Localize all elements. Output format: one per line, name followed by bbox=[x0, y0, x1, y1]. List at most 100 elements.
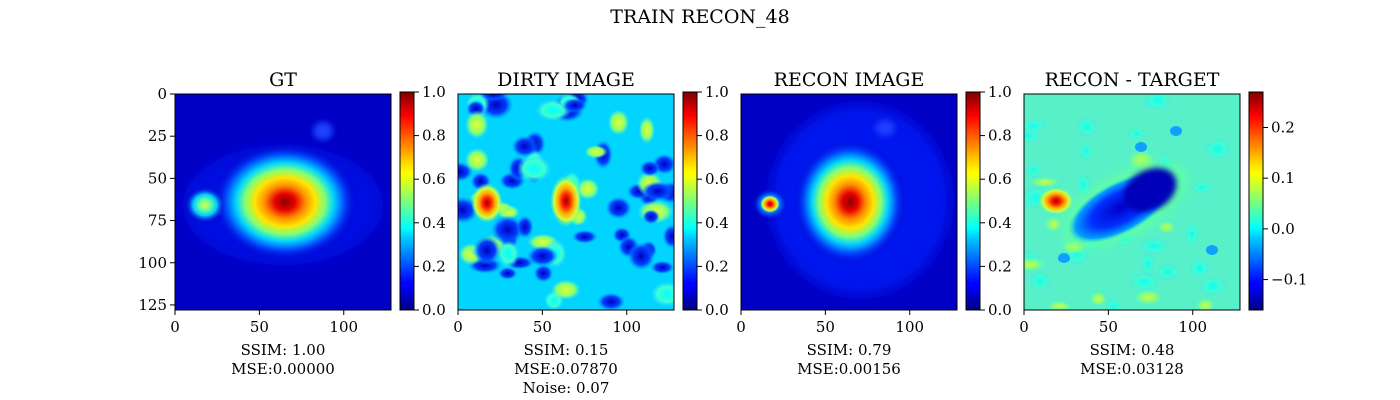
y-tick-label: 25 bbox=[148, 127, 167, 145]
residual-spot bbox=[1206, 245, 1218, 255]
x-axis: 0 50 100 bbox=[170, 310, 358, 336]
noise-blob bbox=[650, 260, 674, 275]
noise-blob bbox=[562, 97, 588, 113]
x-axis: 0 50 100 bbox=[736, 310, 924, 336]
noise-blob bbox=[662, 224, 674, 249]
noise-blob bbox=[479, 94, 508, 101]
x-tick-label: 100 bbox=[1178, 318, 1207, 336]
noise-blob bbox=[473, 235, 501, 266]
noise-blob bbox=[516, 155, 552, 183]
noise-blob bbox=[533, 264, 554, 283]
residual-blob bbox=[1184, 222, 1200, 246]
x-tick-label: 100 bbox=[329, 318, 358, 336]
caption-line: MSE:0.03128 bbox=[1080, 360, 1184, 378]
noise-blob bbox=[607, 109, 630, 136]
colorbar-tick-label: 0.2 bbox=[705, 257, 729, 275]
colorbar: −0.1 0.0 0.1 0.2 bbox=[1248, 91, 1307, 311]
caption-line: SSIM: 0.48 bbox=[1090, 341, 1175, 359]
noise-blob bbox=[641, 181, 674, 202]
residual-blob bbox=[1047, 300, 1071, 310]
noise-blob bbox=[627, 242, 655, 271]
residual-blob bbox=[1189, 256, 1210, 280]
residual-spot bbox=[1135, 142, 1147, 152]
y-tick-label: 0 bbox=[157, 85, 167, 103]
heatmap-image bbox=[741, 94, 957, 310]
colorbar-gradient bbox=[965, 91, 981, 311]
noise-blob bbox=[642, 209, 660, 225]
panel-recon-image: RECON IMAGE 0 50 100 0.0 0.2 0.4 0.6 0.8 1.0 SS… bbox=[736, 69, 1012, 378]
noise-blob bbox=[550, 279, 581, 300]
x-tick-label: 50 bbox=[1099, 318, 1118, 336]
colorbar-tick-label: 0.2 bbox=[988, 257, 1012, 275]
x-axis: 0 50 100 bbox=[1019, 310, 1207, 336]
colorbar-tick-label: 0.0 bbox=[1271, 220, 1295, 238]
colorbar-tick-label: 0.6 bbox=[705, 170, 729, 188]
residual-spot bbox=[1058, 253, 1070, 263]
colorbar-tick-label: 1.0 bbox=[705, 83, 729, 101]
residual-blob bbox=[1078, 141, 1094, 161]
x-tick-label: 0 bbox=[736, 318, 746, 336]
colorbar-tick-label: 0.0 bbox=[988, 301, 1012, 319]
y-tick-label: 50 bbox=[148, 169, 167, 187]
residual-blob bbox=[1145, 94, 1171, 112]
heatmap-image bbox=[458, 94, 674, 310]
noise-blob bbox=[464, 147, 490, 172]
colorbar-tick-label: 0.2 bbox=[1271, 118, 1295, 136]
figure-title: TRAIN RECON_48 bbox=[610, 6, 789, 28]
caption-line: MSE:0.00000 bbox=[231, 360, 335, 378]
residual-blob bbox=[1129, 272, 1160, 292]
colorbar-tick-label: 0.8 bbox=[705, 127, 729, 145]
noise-blob bbox=[639, 160, 661, 177]
x-tick-label: 100 bbox=[895, 318, 924, 336]
residual-blob bbox=[1156, 263, 1180, 281]
colorbar-tick-label: 1.0 bbox=[422, 83, 446, 101]
colorbar-tick-label: 0.4 bbox=[988, 214, 1012, 232]
panel-title: RECON - TARGET bbox=[1045, 69, 1220, 91]
residual-blob bbox=[1075, 116, 1098, 137]
caption-line: SSIM: 0.79 bbox=[807, 341, 892, 359]
heatmap-image bbox=[1024, 94, 1240, 310]
colorbar-tick-label: 0.6 bbox=[422, 170, 446, 188]
y-axis: 0 25 50 75 100 125 bbox=[138, 85, 175, 314]
y-tick-label: 100 bbox=[138, 254, 167, 272]
residual-blob bbox=[1029, 271, 1052, 292]
colorbar-tick-label: 0.8 bbox=[988, 127, 1012, 145]
colorbar-tick-label: 0.4 bbox=[422, 214, 446, 232]
y-tick-label: 125 bbox=[138, 296, 167, 314]
residual-blob bbox=[1030, 177, 1060, 188]
x-tick-label: 50 bbox=[816, 318, 835, 336]
residual-blob bbox=[1140, 252, 1156, 276]
residual-blob bbox=[1204, 138, 1232, 160]
noise-blob bbox=[584, 145, 608, 159]
x-tick-label: 50 bbox=[250, 318, 269, 336]
panel-recon-minus-target: RECON - TARGET 0 50 100 −0.1 0.0 0.1 0.2 SSIM… bbox=[1019, 69, 1307, 378]
residual-blob bbox=[1127, 128, 1147, 140]
residual-blob bbox=[1134, 289, 1163, 305]
colorbar-tick-label: 0.6 bbox=[988, 170, 1012, 188]
residual-blob bbox=[1157, 221, 1176, 234]
noise-blob bbox=[650, 281, 674, 307]
colorbar-gradient bbox=[1248, 91, 1264, 311]
noise-blob bbox=[571, 229, 598, 244]
caption-line: MSE:0.07870 bbox=[514, 360, 618, 378]
colorbar-tick-label: 0.2 bbox=[422, 257, 446, 275]
residual-blob bbox=[1089, 291, 1107, 307]
noise-blob bbox=[638, 116, 655, 144]
residual-blob bbox=[1044, 216, 1063, 232]
caption-line: MSE:0.00156 bbox=[797, 360, 901, 378]
noise-blob bbox=[605, 196, 632, 220]
noise-blob bbox=[575, 178, 600, 200]
noise-blob bbox=[511, 135, 538, 158]
colorbar-tick-label: 0.1 bbox=[1271, 169, 1295, 187]
x-tick-label: 0 bbox=[453, 318, 463, 336]
colorbar-tick-label: 0.0 bbox=[705, 301, 729, 319]
residual-blob bbox=[1138, 237, 1170, 255]
colorbar-tick-label: 0.0 bbox=[422, 301, 446, 319]
noise-blob bbox=[516, 215, 534, 239]
heatmap-image bbox=[175, 94, 391, 310]
residual-blob bbox=[1190, 182, 1214, 193]
